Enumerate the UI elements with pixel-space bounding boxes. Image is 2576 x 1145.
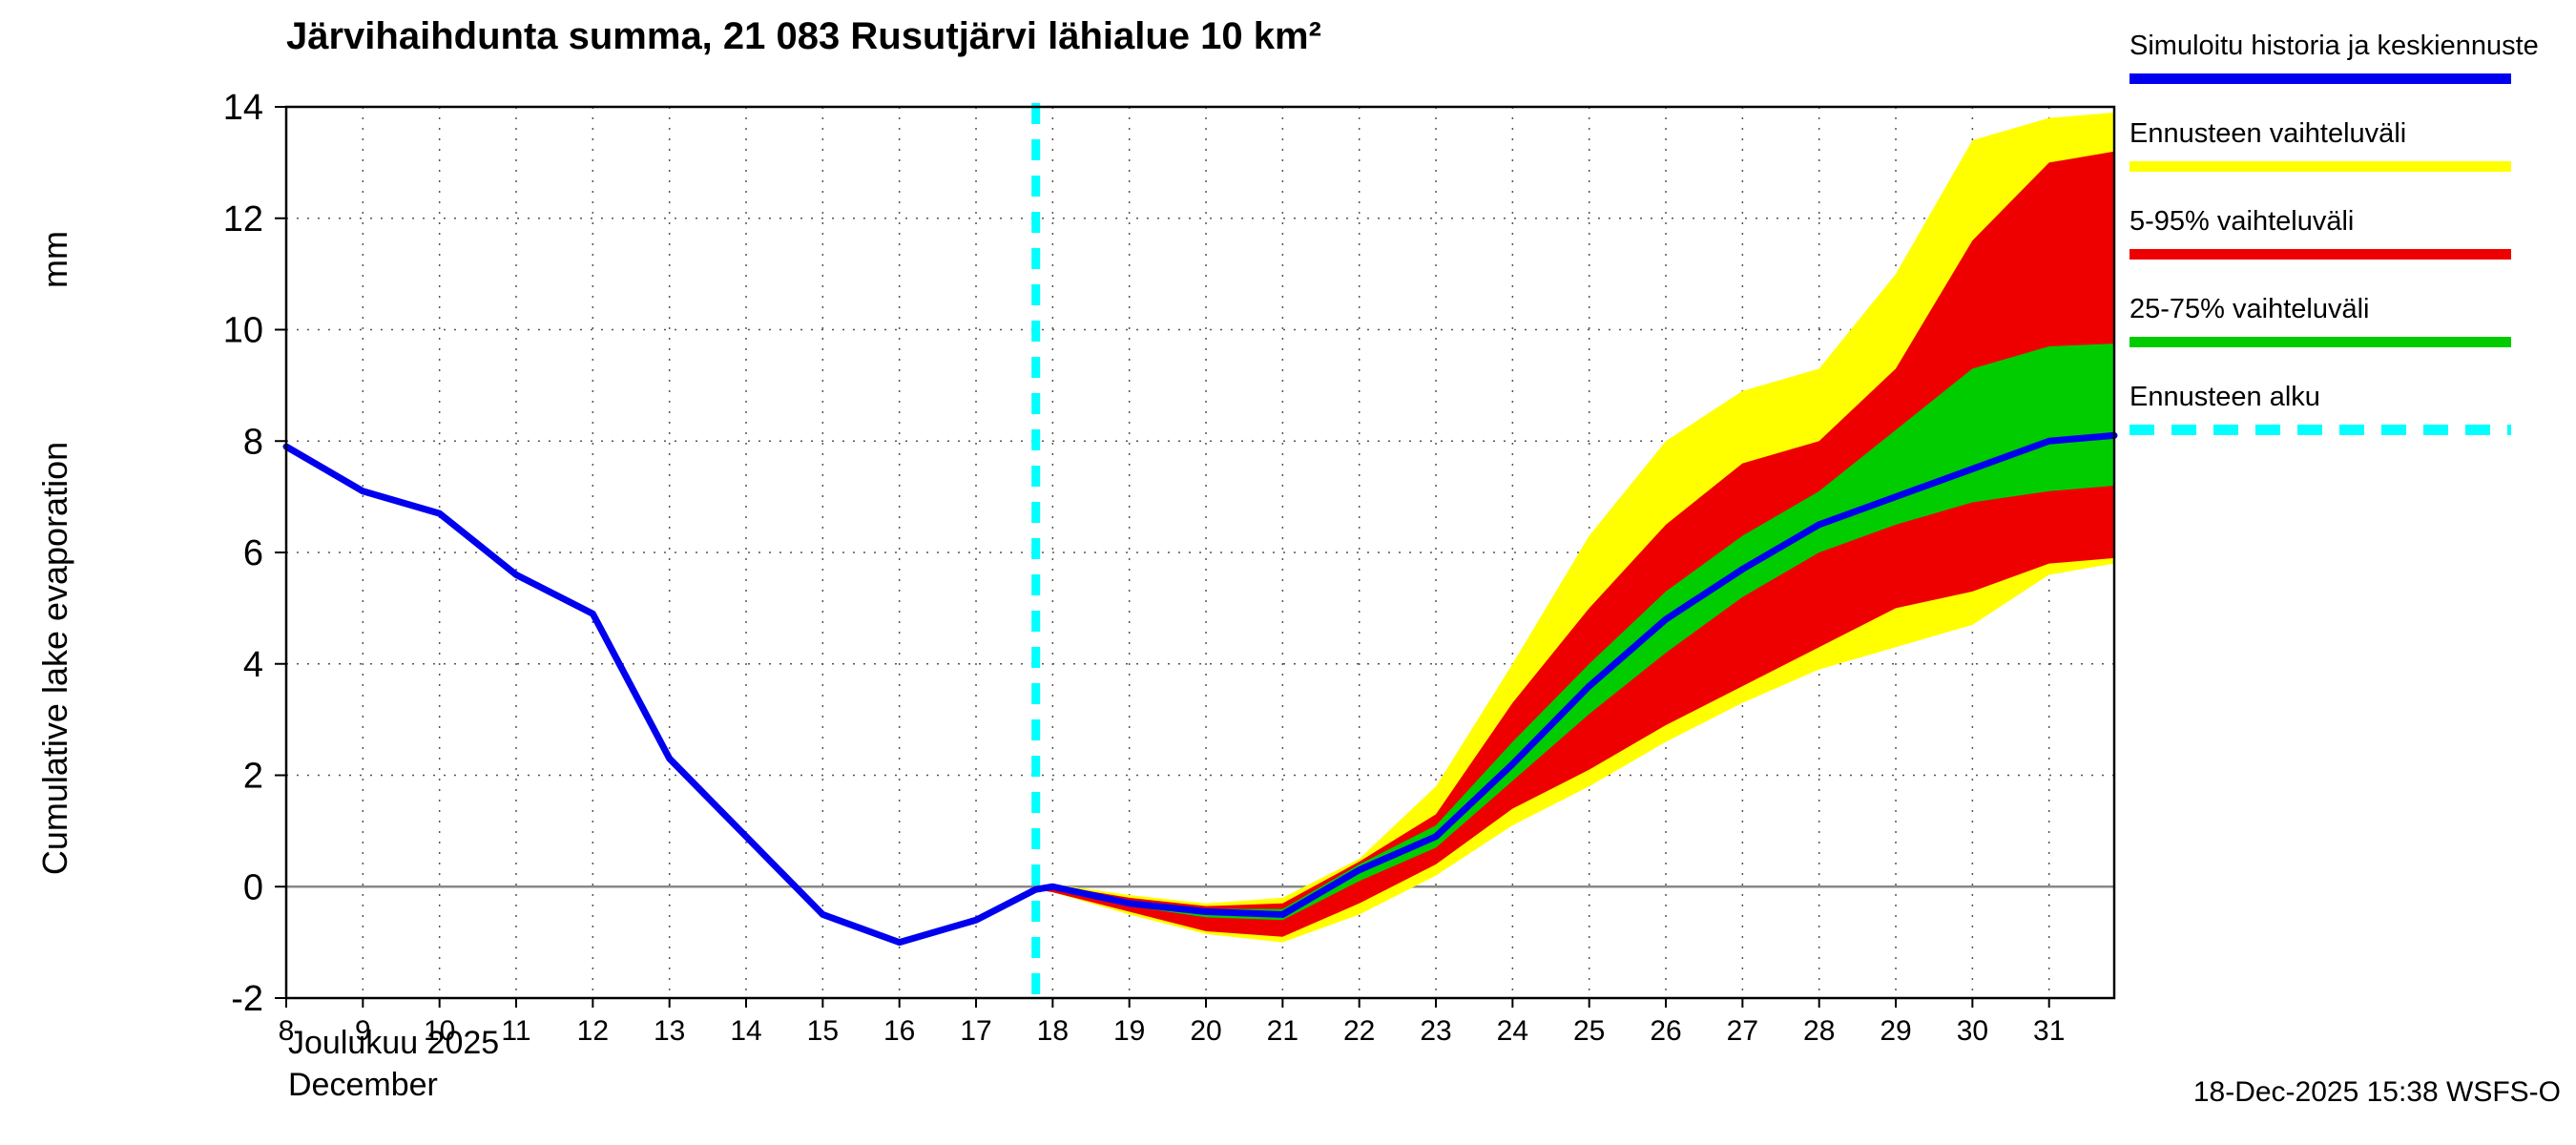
svg-text:23: 23: [1420, 1015, 1451, 1047]
svg-text:10: 10: [424, 1015, 455, 1047]
legend-label: Simuloitu historia ja keskiennuste: [2129, 31, 2539, 61]
y-axis-label: Cumulative lake evaporation: [35, 441, 74, 876]
svg-text:9: 9: [355, 1015, 371, 1047]
svg-text:-2: -2: [231, 979, 263, 1019]
svg-text:16: 16: [883, 1015, 915, 1047]
legend-swatch-25-75-range: [2129, 337, 2511, 347]
svg-text:22: 22: [1343, 1015, 1375, 1047]
svg-text:19: 19: [1113, 1015, 1145, 1047]
svg-text:8: 8: [279, 1015, 295, 1047]
x-axis-month-label-en: December: [288, 1067, 438, 1103]
svg-text:2: 2: [243, 757, 263, 797]
svg-text:28: 28: [1803, 1015, 1835, 1047]
svg-text:11: 11: [501, 1015, 530, 1047]
svg-text:14: 14: [223, 88, 263, 128]
svg-text:21: 21: [1267, 1015, 1298, 1047]
legend-entry-5-95-range: 5-95% vaihteluväli: [2129, 204, 2549, 260]
svg-text:6: 6: [243, 533, 263, 573]
legend-entry-forecast-start: Ennusteen alku: [2129, 380, 2549, 435]
svg-text:27: 27: [1727, 1015, 1758, 1047]
legend-swatch-5-95-range: [2129, 249, 2511, 260]
svg-text:20: 20: [1190, 1015, 1221, 1047]
svg-text:0: 0: [243, 867, 263, 907]
chart-title: Järvihaihdunta summa, 21 083 Rusutjärvi …: [286, 15, 1321, 57]
legend-entry-forecast-range: Ennusteen vaihteluväli: [2129, 116, 2549, 172]
timestamp-watermark: 18-Dec-2025 15:38 WSFS-O: [2192, 1076, 2561, 1108]
svg-text:24: 24: [1497, 1015, 1528, 1047]
svg-text:4: 4: [243, 645, 263, 685]
y-axis-unit: mm: [35, 231, 74, 288]
legend-label: 25-75% vaihteluväli: [2129, 294, 2370, 324]
svg-text:13: 13: [654, 1015, 685, 1047]
svg-text:25: 25: [1573, 1015, 1605, 1047]
svg-text:18: 18: [1037, 1015, 1069, 1047]
svg-text:29: 29: [1880, 1015, 1911, 1047]
legend-label: 5-95% vaihteluväli: [2129, 206, 2355, 237]
svg-text:14: 14: [730, 1015, 761, 1047]
svg-text:10: 10: [223, 311, 263, 351]
svg-text:12: 12: [223, 199, 263, 239]
legend: Simuloitu historia ja keskiennuste Ennus…: [2129, 29, 2549, 468]
legend-swatch-simulated-history: [2129, 73, 2511, 84]
svg-text:30: 30: [1957, 1015, 1988, 1047]
legend-entry-simulated-history: Simuloitu historia ja keskiennuste: [2129, 29, 2549, 84]
x-axis-month-label: Joulukuu 2025: [288, 1025, 500, 1061]
legend-entry-25-75-range: 25-75% vaihteluväli: [2129, 292, 2549, 347]
legend-label: Ennusteen alku: [2129, 382, 2320, 412]
svg-text:8: 8: [243, 422, 263, 462]
svg-text:12: 12: [577, 1015, 609, 1047]
legend-swatch-forecast-range: [2129, 161, 2511, 172]
svg-text:17: 17: [960, 1015, 991, 1047]
svg-text:31: 31: [2033, 1015, 2065, 1047]
legend-swatch-forecast-start: [2129, 425, 2511, 435]
svg-text:15: 15: [807, 1015, 839, 1047]
legend-label: Ennusteen vaihteluväli: [2129, 118, 2407, 149]
svg-text:26: 26: [1650, 1015, 1681, 1047]
